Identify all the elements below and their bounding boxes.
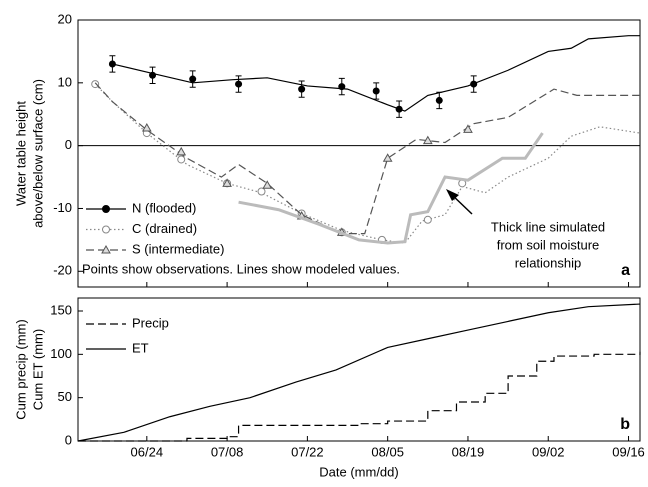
y-tick-label: 0: [65, 432, 72, 447]
legend-label: C (drained): [132, 221, 197, 236]
y-axis-label: Cum precip (mm): [13, 319, 28, 419]
marker: [338, 83, 346, 91]
note: Points show observations. Lines show mod…: [82, 261, 400, 276]
x-tick-label: 07/08: [211, 444, 244, 459]
marker: [141, 123, 152, 132]
y-tick-label: -20: [53, 263, 72, 278]
legend-label: S (intermediate): [132, 241, 224, 256]
y-tick-label: 150: [50, 302, 72, 317]
x-tick-label: 06/24: [131, 444, 164, 459]
legend-marker: [101, 244, 111, 254]
simulated-line: [238, 132, 544, 245]
plot-frame: [77, 297, 641, 442]
x-tick-label: 08/19: [452, 444, 485, 459]
model-line: [77, 303, 641, 442]
y-tick-label: -10: [53, 200, 72, 215]
marker: [257, 187, 266, 196]
legend-label: Precip: [132, 315, 169, 330]
marker: [149, 71, 157, 79]
marker: [382, 153, 393, 162]
annotation: from soil moisture: [497, 237, 600, 252]
x-tick-label: 08/05: [371, 444, 404, 459]
marker: [298, 85, 306, 93]
marker: [262, 180, 273, 189]
y-axis-label: Water table height: [13, 101, 28, 206]
model-line: [78, 351, 641, 442]
x-axis-label: Date (mm/dd): [319, 464, 398, 479]
marker: [463, 124, 473, 133]
marker: [470, 80, 478, 88]
y-tick-label: 100: [50, 346, 72, 361]
model-line: [94, 82, 640, 235]
x-tick-label: 07/22: [291, 444, 324, 459]
y-tick-label: 50: [58, 389, 72, 404]
legend-marker: [102, 205, 110, 213]
legend-marker: [102, 225, 110, 234]
y-tick-label: 20: [58, 11, 72, 26]
marker: [176, 146, 187, 156]
y-tick-label: 0: [65, 137, 72, 152]
marker: [395, 105, 403, 113]
marker: [423, 215, 432, 224]
y-axis-label: Cum ET (mm): [30, 329, 45, 410]
marker: [435, 96, 443, 104]
panel-label: a: [621, 262, 630, 279]
annotation: Thick line simulated: [491, 219, 605, 234]
model-line: [94, 83, 641, 244]
legend-label: N (flooded): [132, 200, 196, 215]
marker: [422, 135, 433, 145]
marker: [91, 80, 100, 89]
marker: [222, 178, 232, 187]
x-tick-label: 09/16: [612, 444, 645, 459]
annotation: relationship: [515, 255, 582, 270]
y-axis-label: above/below surface (cm): [30, 79, 45, 228]
marker: [177, 155, 186, 164]
y-tick-label: 10: [58, 74, 72, 89]
arrow-head: [446, 189, 459, 201]
x-tick-label: 09/02: [532, 444, 565, 459]
marker: [108, 60, 116, 68]
legend-label: ET: [132, 340, 149, 355]
plot-frame: [77, 19, 641, 288]
marker: [235, 80, 243, 88]
marker: [372, 87, 380, 95]
panel-label: b: [620, 416, 630, 433]
model-line: [112, 35, 640, 112]
marker: [189, 75, 197, 83]
